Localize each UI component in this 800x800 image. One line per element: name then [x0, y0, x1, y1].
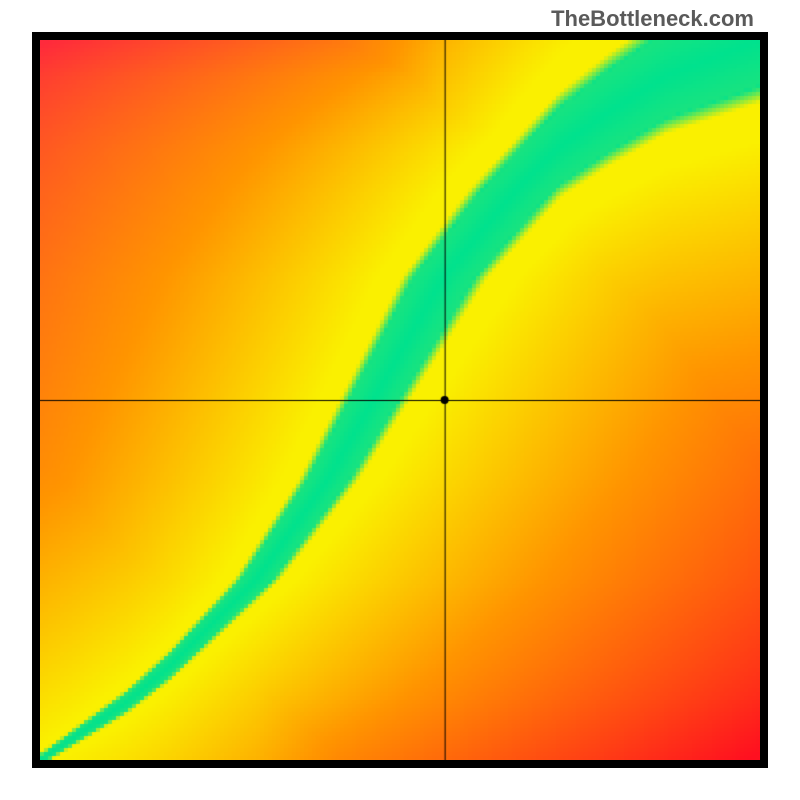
plot-frame: [32, 32, 768, 768]
plot-area: [40, 40, 760, 760]
chart-container: TheBottleneck.com: [0, 0, 800, 800]
heatmap-canvas: [40, 40, 760, 760]
watermark-text: TheBottleneck.com: [551, 6, 754, 32]
